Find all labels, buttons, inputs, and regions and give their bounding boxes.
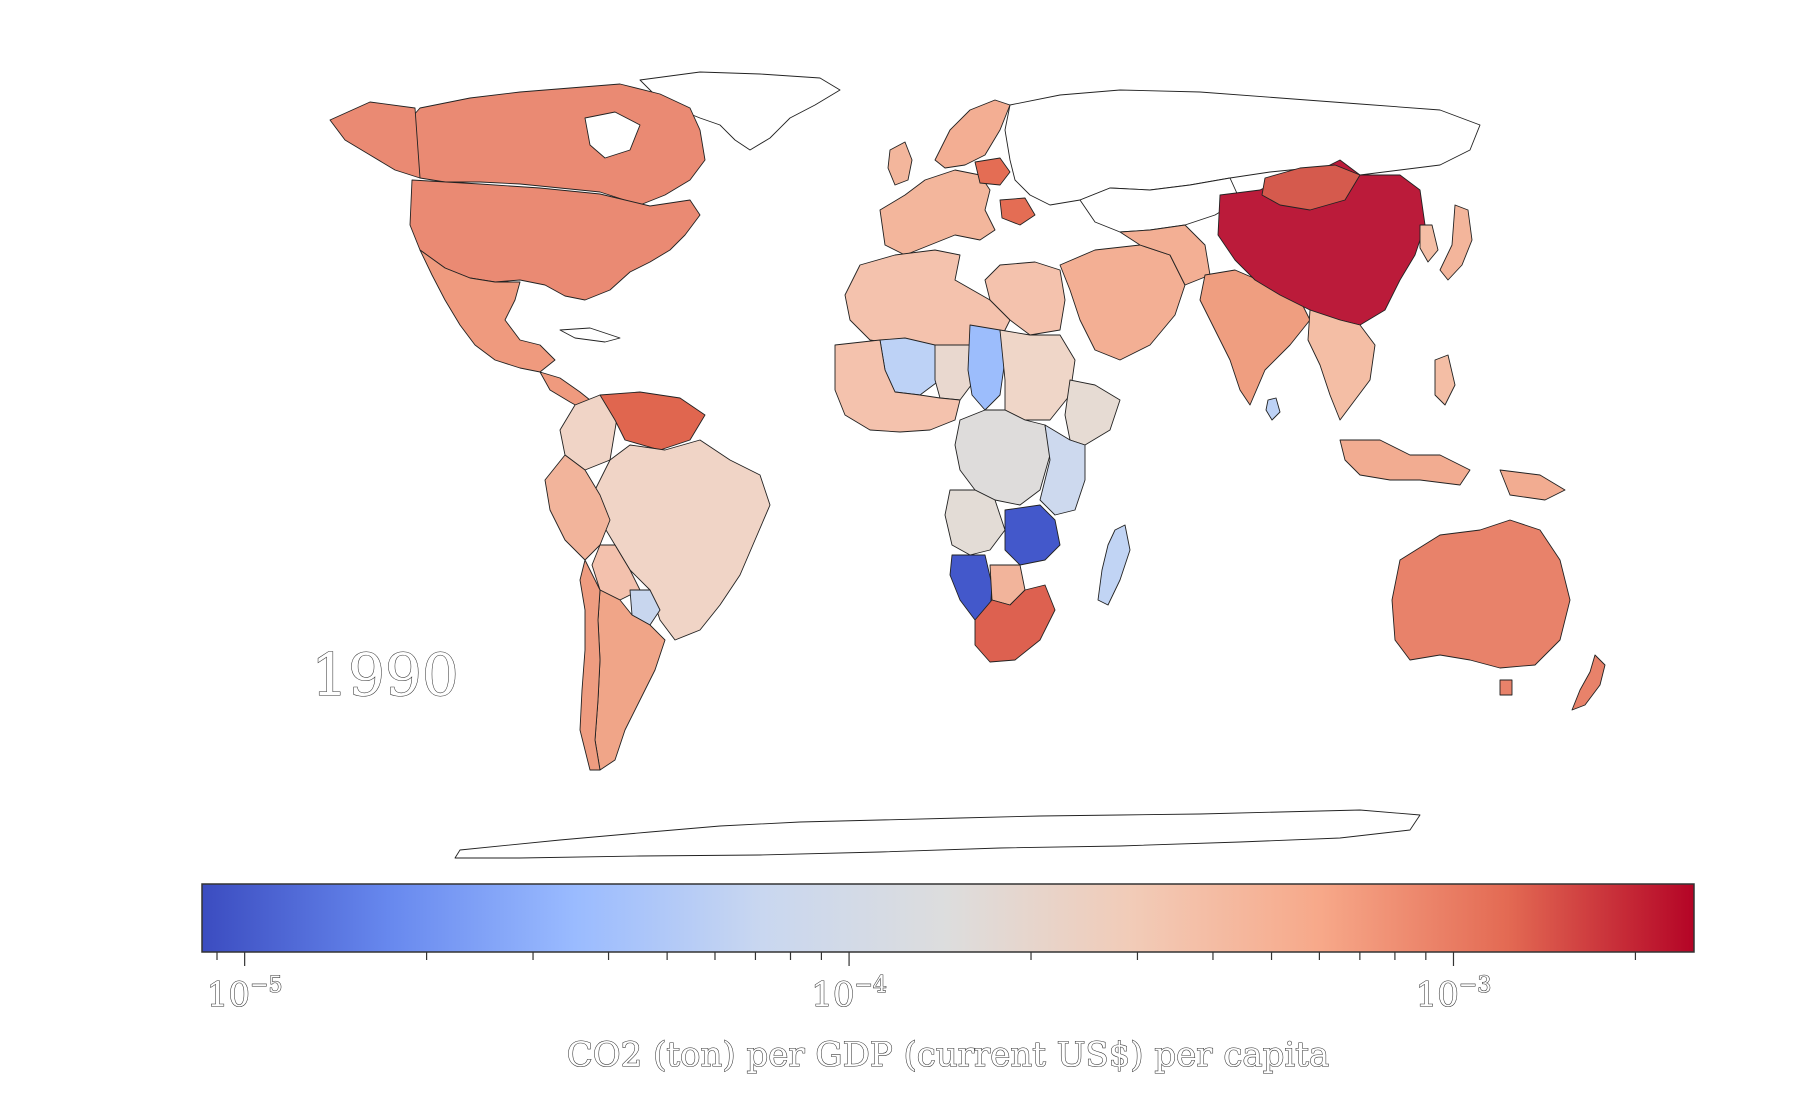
region-zambia[interactable] bbox=[1004, 504, 1061, 566]
region-middle-east[interactable] bbox=[1059, 244, 1186, 361]
tick-label-base: 10 bbox=[207, 975, 250, 1015]
region-scandinavia[interactable] bbox=[934, 99, 1011, 169]
region-southeast-asia[interactable] bbox=[1307, 309, 1376, 421]
region-philippines[interactable] bbox=[1434, 354, 1456, 406]
tick-label-exponent: −3 bbox=[1459, 973, 1491, 998]
region-papua[interactable] bbox=[1499, 469, 1566, 501]
tick-label-base: 10 bbox=[1416, 975, 1459, 1015]
region-tasmania[interactable] bbox=[1499, 679, 1513, 696]
region-chile[interactable] bbox=[579, 559, 601, 771]
region-canada[interactable] bbox=[404, 83, 706, 206]
tick-label: 10−3 bbox=[1416, 973, 1492, 1015]
region-angola[interactable] bbox=[944, 489, 1006, 556]
tick-label-base: 10 bbox=[811, 975, 854, 1015]
region-sudan[interactable] bbox=[999, 329, 1076, 421]
year-label: 1990 bbox=[311, 641, 459, 709]
region-west-africa[interactable] bbox=[834, 339, 961, 433]
region-cuba[interactable] bbox=[559, 327, 621, 343]
region-paraguay[interactable] bbox=[629, 589, 661, 626]
region-ethiopia[interactable] bbox=[1064, 379, 1121, 446]
tick-label: 10−5 bbox=[207, 973, 283, 1015]
region-south-africa[interactable] bbox=[974, 584, 1056, 663]
land-layer bbox=[329, 71, 1606, 859]
region-egypt[interactable] bbox=[984, 261, 1066, 336]
region-madagascar[interactable] bbox=[1097, 524, 1131, 606]
region-alaska[interactable] bbox=[329, 101, 421, 179]
colorbar-tick-labels: 10−5 10−4 10−3 bbox=[206, 972, 1492, 1015]
region-eastern-europe[interactable] bbox=[999, 197, 1036, 226]
region-japan[interactable] bbox=[1439, 204, 1473, 281]
tick-label-exponent: −5 bbox=[250, 973, 282, 998]
region-dr-congo[interactable] bbox=[954, 409, 1051, 506]
region-peru[interactable] bbox=[544, 454, 611, 561]
region-korea[interactable] bbox=[1419, 224, 1439, 263]
region-uk[interactable] bbox=[887, 141, 913, 186]
region-new-zealand[interactable] bbox=[1571, 654, 1606, 711]
region-australia[interactable] bbox=[1391, 519, 1571, 669]
region-chad[interactable] bbox=[967, 324, 1006, 411]
region-indonesia[interactable] bbox=[1339, 439, 1471, 486]
region-mongolia[interactable] bbox=[1261, 164, 1361, 211]
region-sri-lanka[interactable] bbox=[1265, 397, 1281, 421]
region-mexico[interactable] bbox=[419, 249, 556, 373]
colorbar-ticks bbox=[216, 952, 1637, 966]
colorbar-title: CO2 (ton) per GDP (current US$) per capi… bbox=[567, 1035, 1329, 1075]
hudson-bay bbox=[584, 111, 641, 159]
colorbar: 10−5 10−4 10−3 CO2 (ton) per GDP (current … bbox=[201, 883, 1695, 1076]
colorbar-gradient bbox=[201, 883, 1695, 953]
region-tanzania[interactable] bbox=[1039, 424, 1086, 516]
region-antarctica[interactable] bbox=[454, 809, 1421, 859]
tick-label: 10−4 bbox=[811, 973, 887, 1015]
region-venezuela[interactable] bbox=[599, 391, 706, 451]
region-poland[interactable] bbox=[974, 157, 1011, 186]
tick-label-exponent: −4 bbox=[854, 973, 886, 998]
